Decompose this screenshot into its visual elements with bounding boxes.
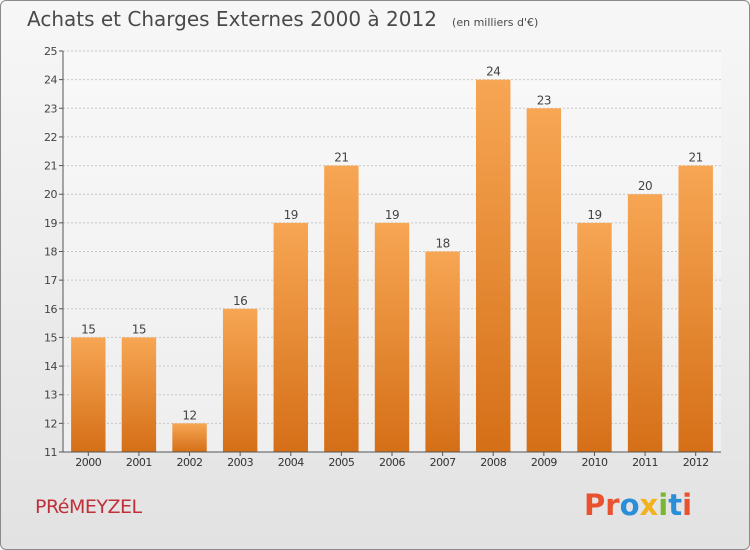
logo-letter: r: [605, 488, 620, 522]
proxiti-logo: Proxiti: [584, 488, 692, 522]
bar: [678, 165, 713, 453]
x-tick-label: 2010: [581, 456, 607, 469]
x-tick-label: 2000: [75, 456, 101, 469]
x-tick-label: 2011: [632, 456, 658, 469]
y-tick-label: 20: [44, 188, 57, 201]
bar: [121, 337, 157, 452]
logo-letter: i: [682, 488, 693, 522]
bar: [71, 337, 106, 452]
x-tick-label: 2004: [278, 456, 304, 469]
x-tick-label: 2008: [480, 456, 506, 469]
y-tick-label: 23: [44, 102, 57, 115]
data-label: 21: [334, 151, 348, 165]
place-name: PRéMEYZEL: [35, 496, 142, 518]
y-tick-label: 11: [44, 446, 57, 459]
data-label: 18: [435, 237, 449, 251]
bar: [172, 423, 207, 452]
y-tick-label: 12: [44, 417, 57, 430]
data-label: 23: [537, 93, 551, 107]
y-tick-label: 17: [44, 274, 57, 287]
bar: [476, 79, 511, 453]
x-tick-label: 2001: [126, 456, 152, 469]
logo-letter: t: [668, 488, 683, 522]
logo-letter: P: [584, 488, 606, 522]
bar: [273, 222, 308, 452]
logo-letter: i: [658, 488, 669, 522]
bar: [526, 108, 562, 453]
data-label: 21: [689, 151, 703, 165]
x-tick-label: 2012: [683, 456, 709, 469]
chart-subtitle: (en milliers d'€): [452, 16, 539, 29]
data-label: 19: [587, 208, 601, 222]
data-label: 24: [486, 65, 500, 79]
data-label: 16: [233, 294, 247, 308]
y-tick-label: 16: [44, 303, 57, 316]
data-label: 19: [284, 208, 298, 222]
y-tick-label: 14: [44, 360, 57, 373]
y-tick-label: 15: [44, 331, 57, 344]
x-tick-label: 2009: [531, 456, 557, 469]
x-tick-label: 2007: [430, 456, 456, 469]
logo-letter: o: [619, 488, 640, 522]
x-tick-label: 2006: [379, 456, 405, 469]
data-label: 15: [81, 322, 95, 336]
y-tick-label: 24: [44, 74, 57, 87]
data-label: 15: [132, 322, 146, 336]
y-tick-label: 13: [44, 389, 57, 402]
y-tick-label: 18: [44, 246, 57, 259]
x-tick-label: 2005: [328, 456, 354, 469]
data-label: 19: [385, 208, 399, 222]
data-label: 12: [182, 408, 196, 422]
y-tick-label: 19: [44, 217, 57, 230]
bar: [374, 222, 410, 452]
bar: [222, 308, 258, 452]
bar: [324, 165, 359, 453]
bar: [627, 194, 663, 452]
logo-letter: x: [639, 488, 659, 522]
y-tick-label: 21: [44, 160, 57, 173]
y-tick-label: 22: [44, 131, 57, 144]
bar: [577, 222, 612, 452]
data-label: 20: [638, 179, 652, 193]
x-tick-label: 2003: [227, 456, 253, 469]
title-row: Achats et Charges Externes 2000 à 2012 (…: [27, 7, 538, 31]
x-tick-label: 2002: [177, 456, 203, 469]
y-tick-label: 25: [44, 45, 57, 58]
chart-title: Achats et Charges Externes 2000 à 2012: [27, 7, 437, 31]
bar: [425, 251, 460, 452]
